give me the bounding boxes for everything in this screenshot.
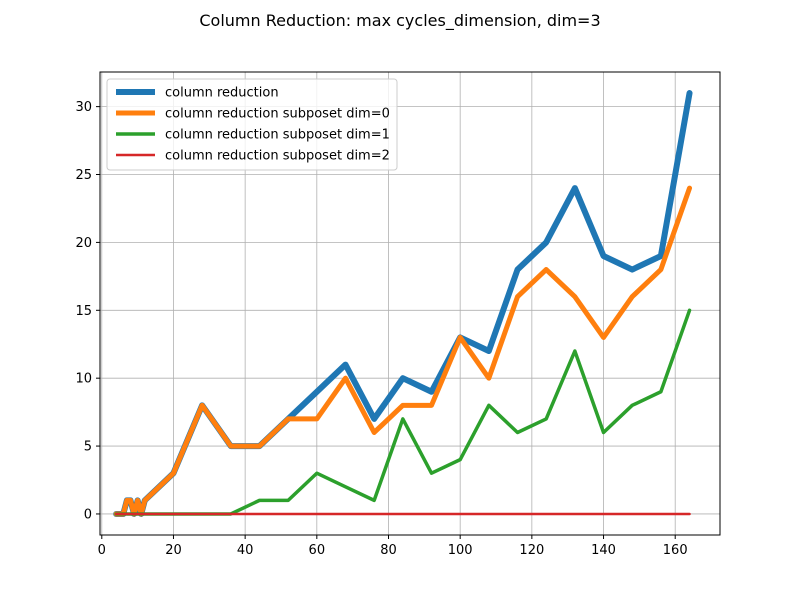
y-axis: 0 5 10 15 20 25 30 — [75, 100, 100, 522]
legend-box — [106, 78, 398, 171]
y-tick-label: 0 — [84, 507, 92, 522]
y-tick-label: 10 — [75, 372, 92, 387]
x-tick-label: 100 — [448, 543, 473, 558]
y-tick-label: 5 — [84, 440, 92, 455]
y-tick-label: 25 — [75, 168, 92, 183]
x-axis: 0 20 40 60 80 100 120 140 160 — [98, 535, 688, 558]
x-tick-label: 0 — [98, 543, 106, 558]
legend: column reduction column reduction subpose… — [106, 78, 398, 171]
legend-label: column reduction subposet dim=0 — [165, 107, 390, 122]
x-tick-label: 60 — [309, 543, 326, 558]
x-tick-label: 40 — [237, 543, 254, 558]
series-line-2 — [113, 185, 693, 517]
x-tick-label: 120 — [519, 543, 544, 558]
legend-label: column reduction subposet dim=1 — [165, 128, 390, 143]
legend-label: column reduction subposet dim=2 — [165, 149, 390, 164]
x-tick-label: 160 — [663, 543, 688, 558]
y-tick-label: 15 — [75, 304, 92, 319]
series-layer — [113, 90, 693, 517]
y-tick-label: 30 — [75, 100, 92, 115]
x-tick-label: 80 — [380, 543, 397, 558]
y-tick-label: 20 — [75, 236, 92, 251]
chart-title: Column Reduction: max cycles_dimension, … — [199, 11, 600, 31]
x-tick-label: 140 — [591, 543, 616, 558]
axes-frame — [99, 71, 721, 536]
x-tick-label: 20 — [165, 543, 182, 558]
legend-label: column reduction — [165, 86, 279, 101]
